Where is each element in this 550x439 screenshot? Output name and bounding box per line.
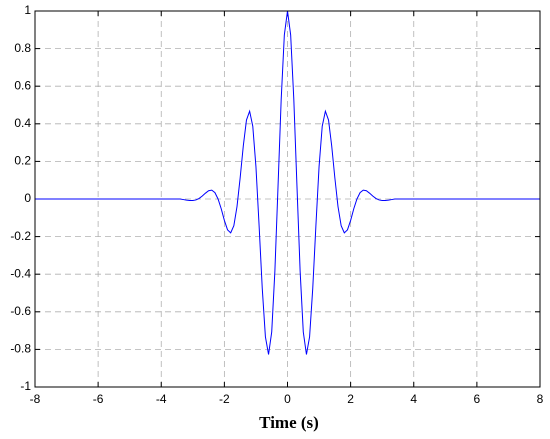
- y-tick-label: -0.4: [10, 266, 31, 280]
- y-tick-label: -0.2: [10, 229, 31, 243]
- y-tick-label: 1: [24, 3, 31, 17]
- y-tick-label: 0.4: [14, 116, 31, 130]
- y-tick-label: 0: [24, 191, 31, 205]
- plot-frame: [34, 10, 541, 388]
- y-tick-label: 0.2: [14, 154, 31, 168]
- x-tick-label: 0: [284, 392, 291, 406]
- x-tick-label: -6: [93, 392, 104, 406]
- y-tick-label: -1: [20, 379, 31, 393]
- x-axis-label: Time (s): [259, 413, 319, 432]
- x-tick-label: 4: [410, 392, 417, 406]
- y-tick-label: 0.6: [14, 78, 31, 92]
- x-tick-label: 2: [347, 392, 354, 406]
- y-tick-label: -0.6: [10, 304, 31, 318]
- y-tick-label: 0.8: [14, 41, 31, 55]
- x-tick-label: 6: [474, 392, 481, 406]
- x-tick-label: -2: [219, 392, 230, 406]
- y-tick-label: -0.8: [10, 342, 31, 356]
- x-tick-label: -4: [156, 392, 167, 406]
- x-tick-label: 8: [537, 392, 544, 406]
- x-tick-label: -8: [30, 392, 41, 406]
